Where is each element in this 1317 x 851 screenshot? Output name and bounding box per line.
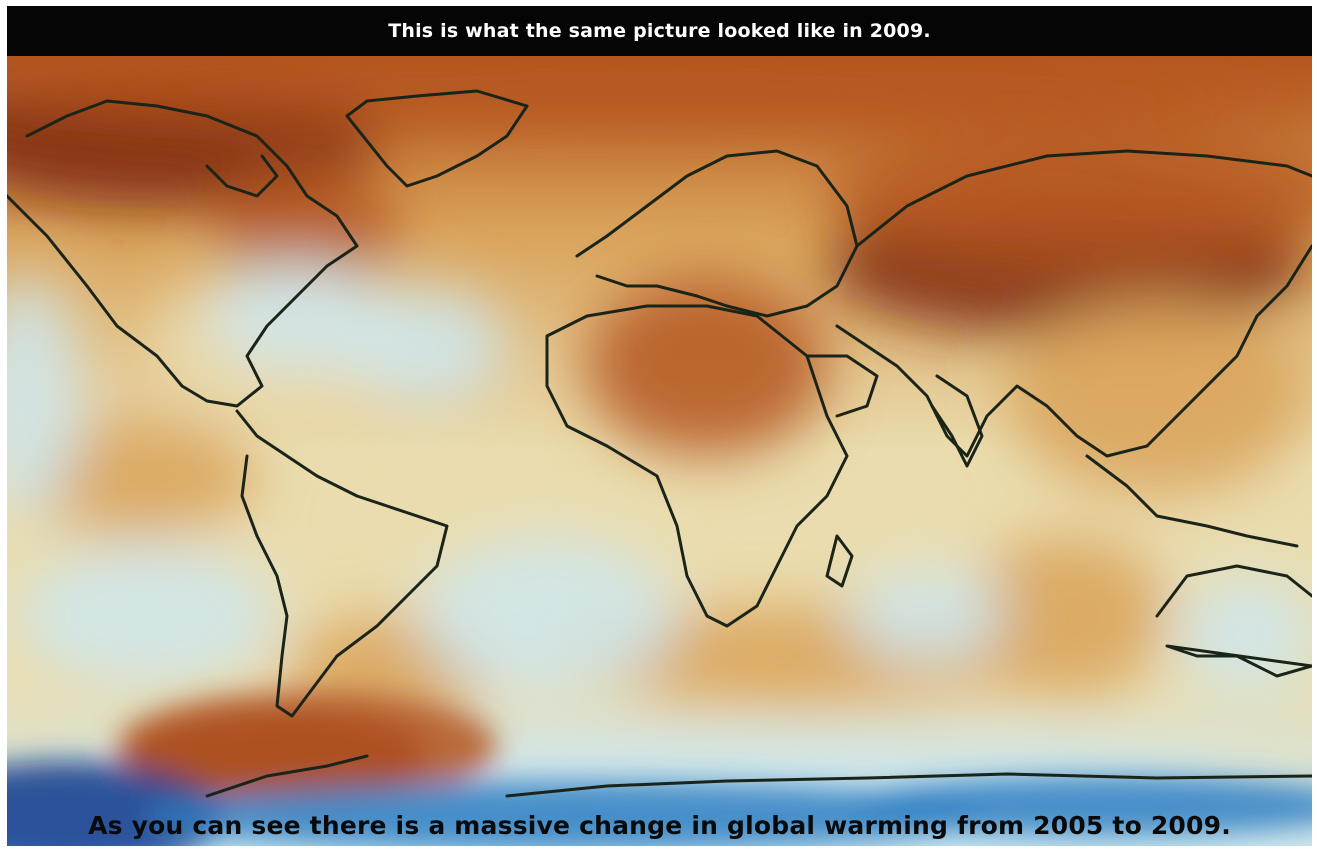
coastline-antarctica bbox=[205, 754, 1312, 798]
coastline-madagascar bbox=[825, 534, 854, 588]
anomaly-layer bbox=[7, 56, 1312, 836]
coastlines bbox=[7, 89, 1312, 798]
coastline-north-america bbox=[7, 99, 359, 408]
coastline-arabia bbox=[805, 354, 879, 418]
top-caption: This is what the same picture looked lik… bbox=[388, 20, 931, 42]
top-caption-bar: This is what the same picture looked lik… bbox=[7, 6, 1312, 56]
antarctic-anomaly bbox=[7, 691, 1312, 846]
coastline-hudson bbox=[205, 154, 279, 198]
coastline-australia bbox=[1155, 564, 1312, 678]
coastline-asia bbox=[835, 149, 1312, 458]
coastline-se-asia bbox=[1085, 454, 1299, 548]
coastline-africa bbox=[545, 304, 849, 628]
temperature-map-svg bbox=[7, 56, 1312, 846]
coastline-south-america bbox=[235, 409, 449, 718]
coastline-greenland bbox=[345, 89, 529, 188]
temperature-map bbox=[7, 56, 1312, 846]
bottom-caption: As you can see there is a massive change… bbox=[88, 811, 1231, 840]
coastline-india bbox=[930, 374, 984, 468]
slide-frame: This is what the same picture looked lik… bbox=[7, 6, 1312, 846]
